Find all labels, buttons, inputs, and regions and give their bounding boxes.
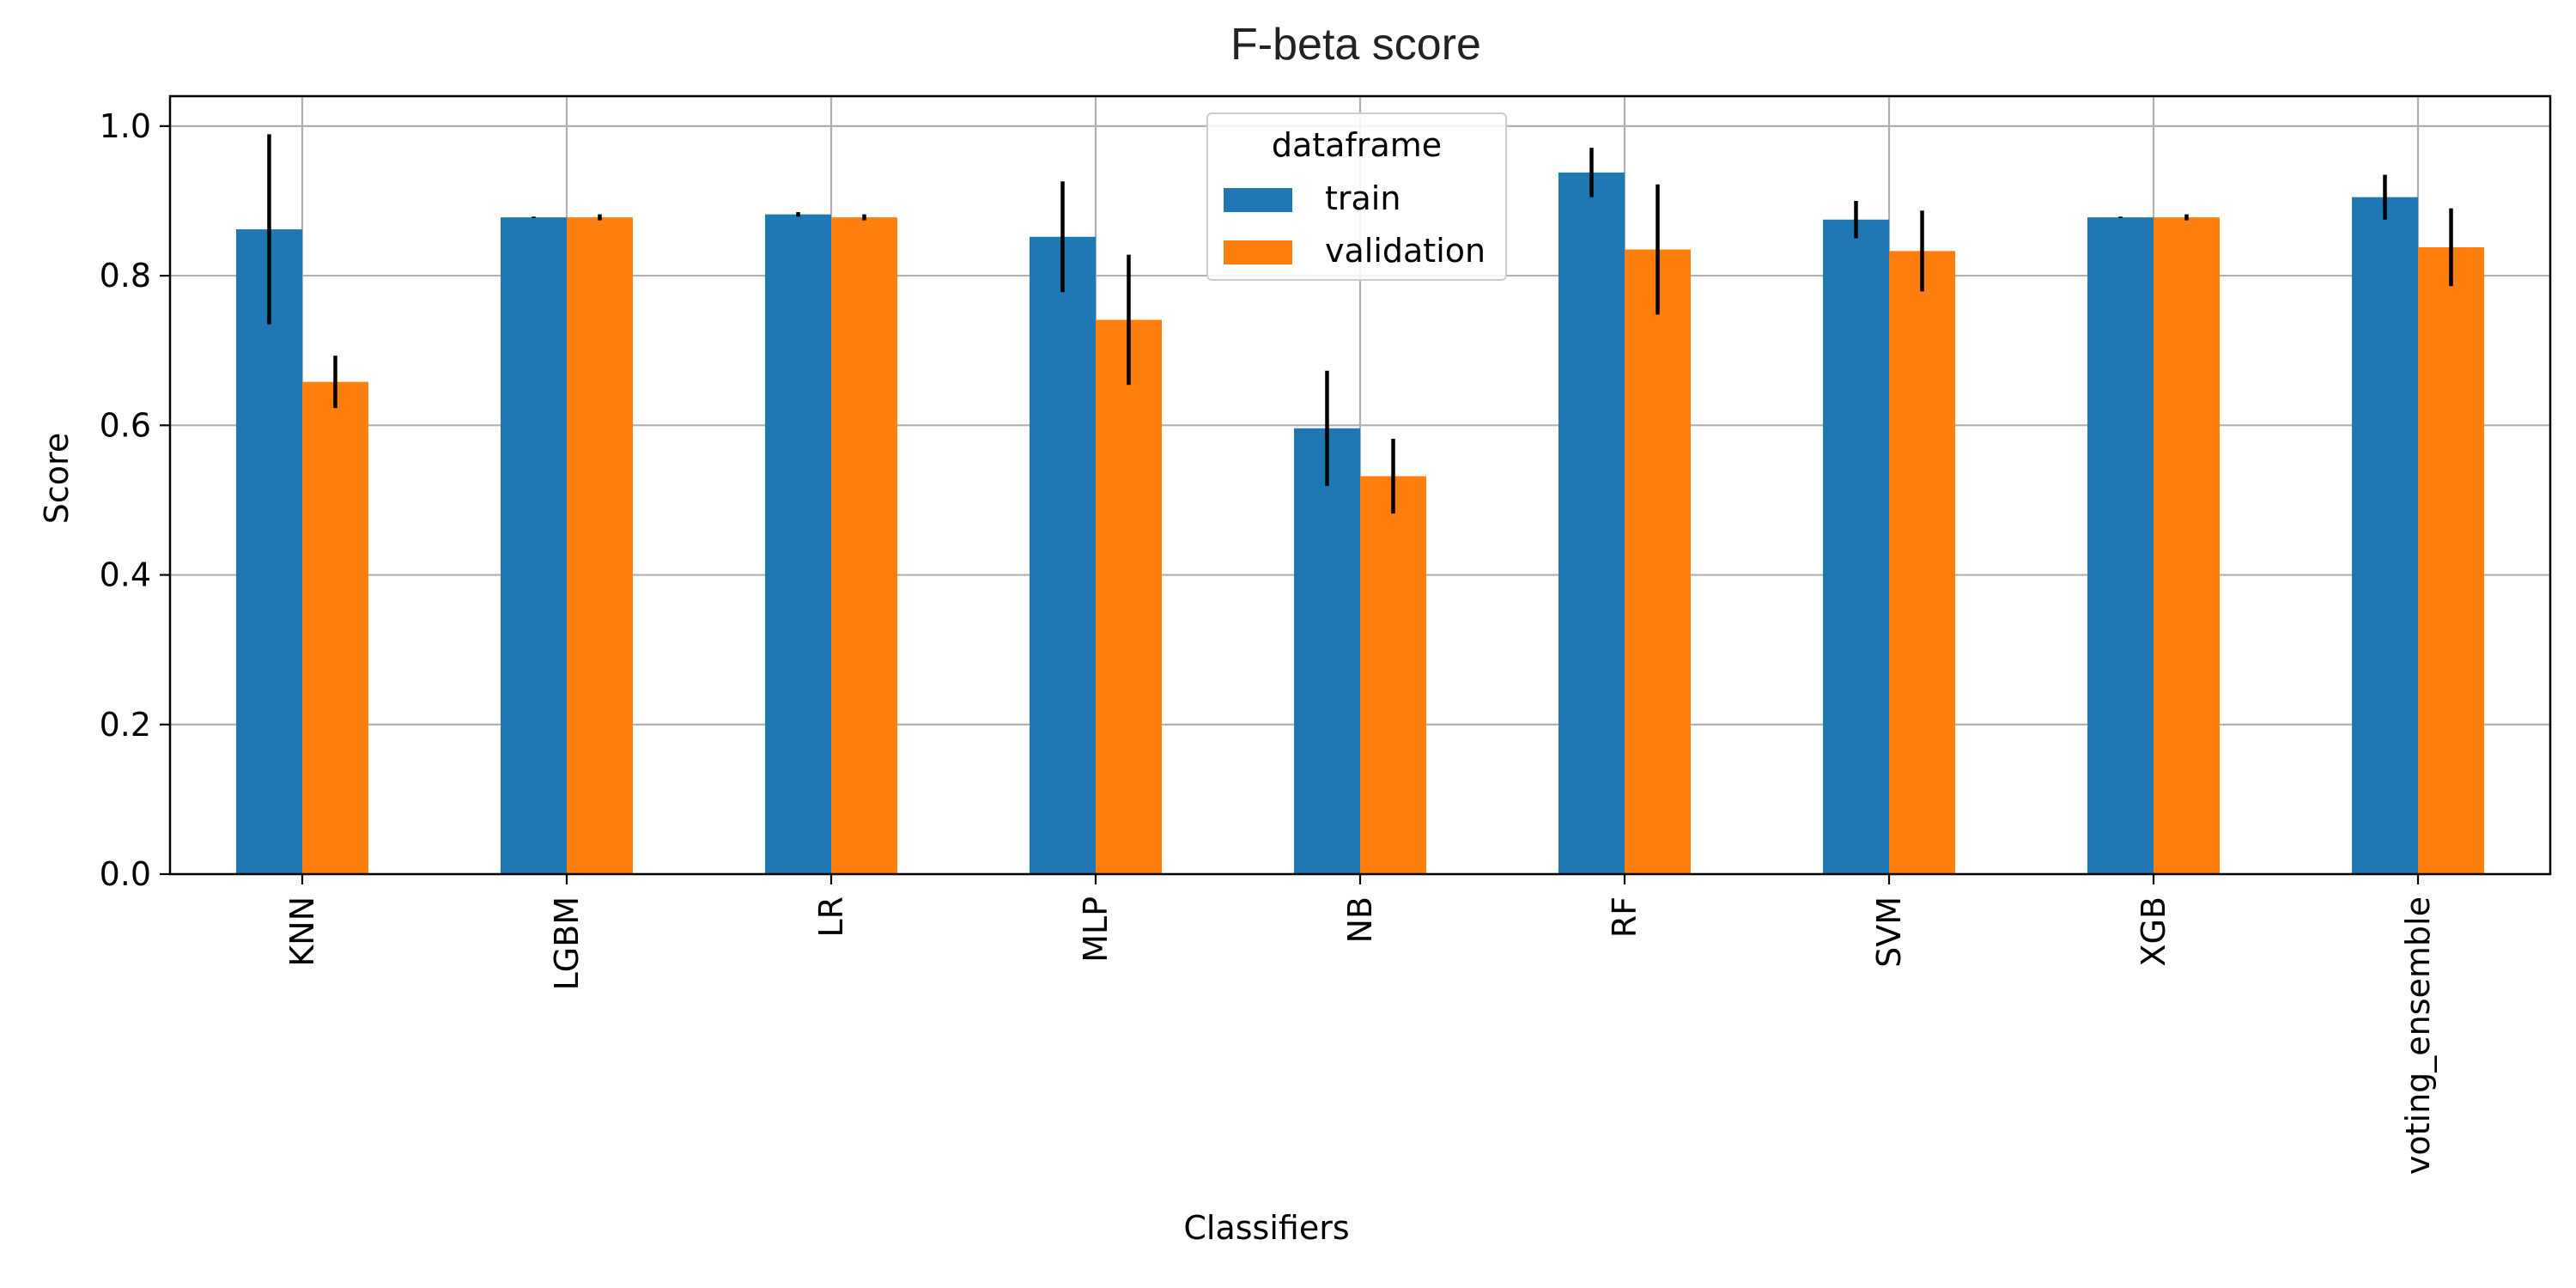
bar-validation-XGB — [2154, 217, 2220, 874]
legend-swatch-train — [1224, 188, 1292, 212]
bar-train-SVM — [1823, 219, 1889, 875]
bar-validation-KNN — [302, 381, 368, 874]
legend-label-train: train — [1325, 179, 1401, 217]
legend-label-validation: validation — [1325, 232, 1486, 270]
bar-train-XGB — [2087, 217, 2154, 874]
x-tick-label: MLP — [1077, 896, 1115, 963]
bar-train-voting_ensemble — [2352, 197, 2418, 874]
legend-title: dataframe — [1271, 126, 1443, 164]
y-tick-label: 0.6 — [100, 406, 151, 444]
bar-validation-MLP — [1096, 319, 1162, 875]
x-tick-label: KNN — [283, 896, 321, 967]
x-axis-label: Classifiers — [1183, 1209, 1350, 1247]
y-axis-label: Score — [38, 432, 76, 525]
bar-validation-voting_ensemble — [2418, 246, 2484, 874]
y-tick-label: 0.8 — [100, 257, 151, 295]
bar-train-LGBM — [501, 217, 567, 874]
bar-validation-RF — [1625, 249, 1691, 874]
bar-validation-LGBM — [567, 217, 633, 874]
x-tick-label: XGB — [2135, 896, 2172, 967]
bar-train-MLP — [1030, 236, 1096, 874]
x-tick-label: voting_ensemble — [2399, 896, 2437, 1175]
bar-validation-SVM — [1889, 251, 1955, 874]
bar-train-KNN — [236, 229, 302, 874]
y-tick-label: 0.0 — [100, 855, 151, 893]
bar-train-RF — [1558, 172, 1625, 875]
legend-swatch-validation — [1224, 240, 1292, 264]
bar-train-LR — [765, 214, 831, 874]
x-tick-label: LGBM — [548, 896, 586, 990]
y-tick-label: 0.4 — [100, 556, 151, 594]
x-tick-label: RF — [1606, 896, 1643, 938]
x-tick-label: SVM — [1870, 896, 1908, 968]
bar-validation-NB — [1360, 476, 1426, 874]
bar-validation-LR — [831, 217, 897, 874]
y-tick-label: 0.2 — [100, 706, 151, 744]
y-tick-label: 1.0 — [100, 107, 151, 145]
x-tick-label: LR — [812, 896, 850, 938]
legend: dataframe train validation — [1206, 112, 1507, 281]
chart-title: F-beta score — [1230, 20, 1481, 70]
x-tick-label: NB — [1341, 896, 1379, 944]
bar-train-NB — [1294, 428, 1360, 874]
